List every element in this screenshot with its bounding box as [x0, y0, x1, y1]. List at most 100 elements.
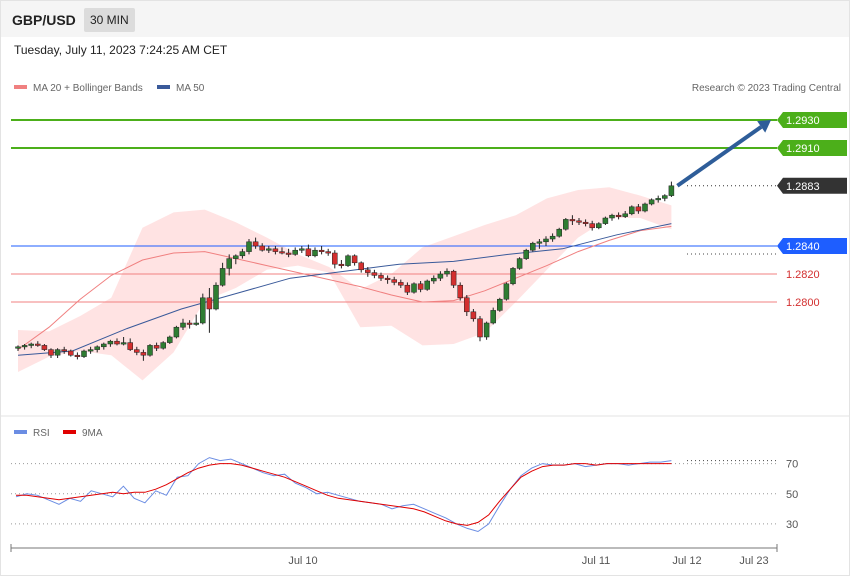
candle-body [338, 263, 345, 266]
candle-body [582, 221, 589, 224]
candle-body [635, 206, 642, 212]
rsi-ma-line [16, 463, 672, 526]
candle-body [424, 280, 430, 290]
level-tag-1.2930 [777, 112, 847, 128]
candle-body [358, 262, 364, 271]
rsi-tick-70: 70 [786, 459, 798, 471]
level-label-1.2840: 1.2840 [786, 241, 820, 253]
candle-body [536, 241, 543, 244]
level-label-1.2883: 1.2883 [786, 181, 820, 193]
level-label-1.2910: 1.2910 [786, 143, 820, 155]
candle-body [332, 252, 338, 265]
candle-body [266, 248, 272, 251]
candle-body [74, 354, 81, 357]
level-label-1.2820: 1.2820 [786, 269, 820, 281]
candle-body [299, 248, 305, 251]
candle-body [589, 223, 595, 229]
candle-body [556, 228, 562, 237]
candle-body [180, 322, 186, 328]
candle-body [510, 268, 516, 285]
rsi-gridlines: 70 50 30 [11, 459, 798, 531]
candle-body [503, 283, 510, 300]
candle-body [497, 298, 503, 311]
candle-body [160, 342, 166, 349]
candle-body [523, 249, 529, 259]
candle-body [87, 349, 94, 352]
candle-body [15, 346, 21, 349]
candle-body [140, 352, 147, 356]
candle-body [563, 219, 569, 230]
time-label-jul-12: Jul 12 [672, 555, 701, 567]
rsi-ma-legend-label: 9MA [82, 428, 103, 439]
candle-body [186, 322, 193, 325]
candle-body [576, 220, 582, 223]
rsi-tick-30: 30 [786, 519, 798, 531]
candle-body [200, 297, 206, 324]
datetime-label: Tuesday, July 11, 2023 7:24:25 AM CET [14, 43, 228, 57]
candle-body [516, 258, 523, 269]
candle-body [662, 195, 668, 199]
candle-body [312, 249, 318, 257]
candle-body [246, 241, 252, 252]
ma50-legend-swatch [157, 85, 170, 89]
candle-body [114, 340, 120, 345]
candle-body [193, 322, 199, 325]
chart-header: GBP/USD 30 MIN [1, 1, 849, 37]
candle-body [596, 223, 602, 229]
candle-body [41, 345, 48, 350]
candle-body [404, 284, 411, 293]
candle-body [213, 284, 219, 310]
candle-body [173, 326, 180, 338]
candle-body [543, 238, 549, 243]
candle-body [61, 349, 67, 352]
bollinger-legend-swatch [14, 85, 27, 89]
candle-body [272, 248, 279, 252]
bollinger-band [18, 187, 672, 381]
ma50-legend-label: MA 50 [176, 83, 205, 94]
candle-body [252, 241, 259, 247]
candle-body [549, 235, 556, 240]
candle-body [490, 310, 496, 324]
bollinger-band-fill [18, 187, 672, 381]
candle-body [94, 346, 100, 350]
candle-body [81, 350, 87, 357]
candle-body [450, 270, 457, 286]
level-label-1.2800: 1.2800 [786, 297, 820, 309]
time-label-jul-11: Jul 11 [582, 555, 611, 567]
candle-body [609, 214, 615, 219]
candle-body [351, 255, 358, 264]
candle-body [530, 242, 536, 251]
candle-body [457, 284, 463, 299]
bollinger-legend-label: MA 20 + Bollinger Bands [33, 83, 143, 94]
candle-body [602, 217, 609, 224]
candle-body [28, 343, 34, 346]
price-level-tags: 1.2930 1.2910 1.2883 1.2840 1.2820 1.2800 [777, 112, 847, 309]
rsi-ma-legend-swatch [63, 430, 76, 434]
candle-body [668, 185, 675, 196]
candle-body [54, 349, 61, 356]
candle-body [398, 282, 404, 286]
level-tag-1.2883 [777, 177, 847, 194]
candle-body [233, 255, 239, 259]
target-arrowhead [757, 120, 771, 133]
candle-body [391, 279, 397, 283]
candle-body [431, 277, 437, 282]
price-legend: MA 20 + Bollinger Bands MA 50 Research ©… [14, 83, 841, 94]
rsi-tick-50: 50 [786, 489, 798, 501]
candle-body [371, 272, 378, 276]
candle-body [464, 297, 470, 313]
candle-body [101, 343, 107, 348]
price-levels [11, 119, 777, 303]
ma50-line [17, 223, 672, 356]
target-arrow [676, 125, 763, 188]
candle-body [325, 251, 331, 254]
candle-body [437, 273, 444, 279]
candle-body [642, 203, 648, 212]
candle-body [384, 277, 391, 280]
candle-body [444, 270, 450, 275]
rsi-lines [15, 457, 777, 533]
timeframe-button[interactable]: 30 MIN [84, 8, 135, 32]
candle-body [206, 297, 213, 310]
candle-body [48, 349, 54, 356]
